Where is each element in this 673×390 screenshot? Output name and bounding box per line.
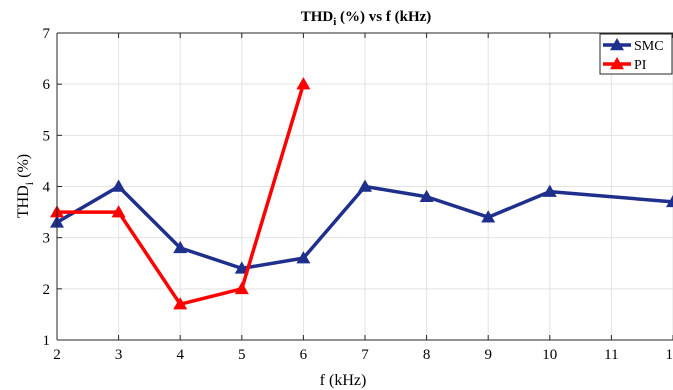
data-point-pi bbox=[111, 205, 126, 218]
x-tick-label: 5 bbox=[238, 347, 246, 363]
axes bbox=[56, 32, 673, 341]
ylabel-rest: (%) bbox=[15, 154, 32, 182]
y-axis-label: THDi (%) bbox=[15, 154, 36, 218]
y-tick-label: 5 bbox=[43, 128, 51, 144]
title-main: THD bbox=[301, 9, 334, 25]
x-tick-label: 8 bbox=[423, 347, 431, 363]
x-tick-label: 2 bbox=[53, 347, 61, 363]
x-tick-label: 10 bbox=[542, 347, 557, 363]
y-tick-label: 3 bbox=[43, 231, 51, 247]
data-point-pi bbox=[234, 281, 249, 295]
data-point-smc bbox=[419, 189, 434, 202]
y-tick-label: 6 bbox=[43, 77, 51, 93]
legend: SMC PI bbox=[599, 33, 673, 75]
data-point-smc bbox=[666, 194, 673, 208]
tick-labels: 234567891011121234567 bbox=[43, 26, 673, 363]
x-tick-label: 12 bbox=[666, 347, 673, 363]
chart-title: THDi (%) vs f (kHz) bbox=[301, 9, 432, 28]
x-tick-label: 4 bbox=[176, 347, 184, 363]
data-point-smc bbox=[481, 210, 496, 223]
y-tick-label: 7 bbox=[43, 26, 51, 42]
legend-item-smc: SMC bbox=[603, 38, 664, 54]
data-point-smc bbox=[542, 184, 557, 197]
legend-label-smc: SMC bbox=[634, 39, 664, 54]
data-point-smc bbox=[111, 179, 126, 192]
legend-label-pi: PI bbox=[634, 58, 647, 73]
series-layer bbox=[50, 77, 673, 310]
data-point-smc bbox=[173, 240, 188, 254]
title-rest: (%) vs f (kHz) bbox=[336, 9, 431, 25]
x-tick-label: 7 bbox=[361, 347, 369, 363]
x-tick-label: 6 bbox=[300, 347, 308, 363]
y-tick-label: 4 bbox=[43, 180, 51, 196]
ylabel-subscript: i bbox=[22, 181, 36, 185]
data-point-smc bbox=[358, 179, 372, 192]
data-point-smc bbox=[296, 251, 311, 264]
x-tick-label: 9 bbox=[484, 347, 492, 363]
ylabel-main: THD bbox=[15, 185, 32, 218]
series-smc bbox=[50, 179, 673, 274]
x-tick-label: 11 bbox=[604, 347, 618, 363]
y-tick-label: 2 bbox=[43, 282, 51, 298]
series-line-smc bbox=[56, 184, 673, 271]
data-point-pi bbox=[173, 297, 188, 310]
data-point-smc bbox=[234, 261, 249, 274]
legend-swatch-marker bbox=[610, 57, 624, 70]
data-point-pi bbox=[296, 77, 311, 90]
x-axis-label: f (kHz) bbox=[320, 372, 367, 389]
title-subscript: i bbox=[333, 16, 336, 28]
legend-item-pi: PI bbox=[603, 57, 647, 73]
x-tick-label: 3 bbox=[115, 347, 123, 363]
legend-swatch-marker bbox=[610, 38, 624, 51]
y-tick-label: 1 bbox=[43, 333, 51, 349]
